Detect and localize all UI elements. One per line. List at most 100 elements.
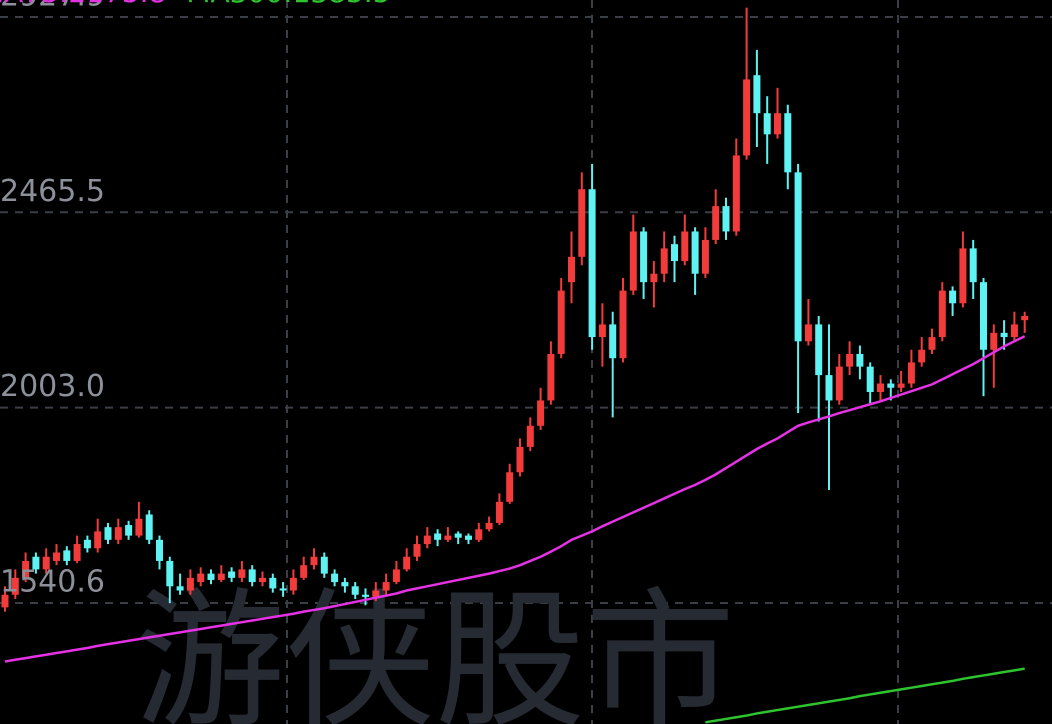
candle-body xyxy=(310,556,318,566)
candle-body xyxy=(125,525,133,536)
candle-body xyxy=(959,248,967,304)
candle-body xyxy=(1010,324,1018,338)
candle-body xyxy=(516,446,524,473)
candle-body xyxy=(423,535,431,545)
candle-body xyxy=(918,349,926,363)
y-tick-label: 2465.5 xyxy=(0,174,105,209)
candle-body xyxy=(485,522,493,530)
candle-body xyxy=(63,550,71,561)
candle-body xyxy=(671,244,678,262)
candle-body xyxy=(928,337,936,350)
candle-body xyxy=(794,172,802,342)
candle-body xyxy=(784,113,792,173)
candle-body xyxy=(94,531,102,549)
candle-body xyxy=(990,332,998,350)
candle-body xyxy=(73,544,81,561)
candle-body xyxy=(712,206,720,240)
candle-body xyxy=(732,155,740,232)
candle-body xyxy=(969,248,977,283)
candle-body xyxy=(887,383,895,388)
y-tick-label: 1540.6 xyxy=(0,564,105,599)
candle-body xyxy=(341,582,349,587)
candle-body xyxy=(351,586,359,595)
candle-body xyxy=(197,573,205,583)
candle-body xyxy=(53,552,60,561)
candle-body xyxy=(186,577,194,591)
candle-body xyxy=(362,594,369,597)
candle-body xyxy=(156,539,163,561)
candle-body xyxy=(949,290,957,304)
candle-body xyxy=(938,290,946,338)
candle-body xyxy=(403,556,411,570)
candle-body xyxy=(877,383,884,392)
candle-body xyxy=(166,560,174,587)
candle-body xyxy=(392,569,400,583)
candle-body xyxy=(11,577,19,595)
candle-body xyxy=(83,539,91,549)
candle-body xyxy=(475,529,483,540)
candle-body xyxy=(382,582,390,591)
candle-body xyxy=(289,577,297,591)
candle-body xyxy=(660,248,668,274)
candle-body xyxy=(722,206,730,232)
candle-body xyxy=(907,362,915,384)
legend-entry: MA300:1385.5 xyxy=(186,0,390,9)
candle-body xyxy=(980,282,987,350)
candle-body xyxy=(526,425,534,447)
candle-body xyxy=(846,353,854,367)
candle-body xyxy=(207,573,215,580)
candle-body xyxy=(145,514,153,540)
candle-body xyxy=(444,535,452,540)
candle-body xyxy=(609,324,617,359)
candle-body xyxy=(1021,315,1029,321)
candle-body xyxy=(42,556,50,570)
candle-body xyxy=(598,324,606,338)
candle-body xyxy=(320,556,328,574)
candle-body xyxy=(331,573,339,583)
candle-body xyxy=(135,518,143,536)
ma-line xyxy=(705,667,1025,724)
candle-body xyxy=(835,366,843,401)
candle-body xyxy=(701,239,709,274)
candle-body xyxy=(568,256,575,283)
candle-body xyxy=(866,366,874,392)
candle-body xyxy=(300,565,308,578)
candle-body xyxy=(228,571,236,578)
candle-body xyxy=(547,353,555,401)
candle-body xyxy=(248,569,256,583)
candle-body xyxy=(650,273,658,283)
ma-line xyxy=(4,335,1026,663)
candle-body xyxy=(372,590,380,597)
candle-body xyxy=(743,79,751,156)
candle-body xyxy=(279,588,287,591)
candle-body xyxy=(856,353,864,367)
candle-body xyxy=(495,501,503,523)
candle-body xyxy=(897,383,905,388)
candle-body xyxy=(619,290,627,359)
candle-body xyxy=(763,113,771,135)
candle-body xyxy=(454,533,462,538)
candle-body xyxy=(238,569,246,578)
candle-body xyxy=(434,533,442,540)
candle-body xyxy=(22,560,30,578)
candle-body xyxy=(774,113,781,135)
candle-body xyxy=(259,577,266,583)
legend-entry: MA75:2175.8 xyxy=(0,0,166,9)
candle-body xyxy=(825,375,833,401)
candle-body xyxy=(629,231,637,291)
watermark: 游侠股市 xyxy=(135,575,735,724)
candle-body xyxy=(753,75,761,114)
candle-body xyxy=(804,324,812,342)
candle-body xyxy=(640,231,648,283)
candle-body xyxy=(1000,332,1008,338)
candle-body xyxy=(557,290,565,354)
candle-body xyxy=(114,527,122,540)
candle-body xyxy=(691,231,699,274)
candle-body xyxy=(32,556,40,570)
candle-body xyxy=(588,189,596,338)
candle-body xyxy=(413,544,421,557)
candle-body xyxy=(506,472,514,502)
y-tick-label: 2927.9 xyxy=(0,0,105,13)
candle-body xyxy=(104,527,112,540)
